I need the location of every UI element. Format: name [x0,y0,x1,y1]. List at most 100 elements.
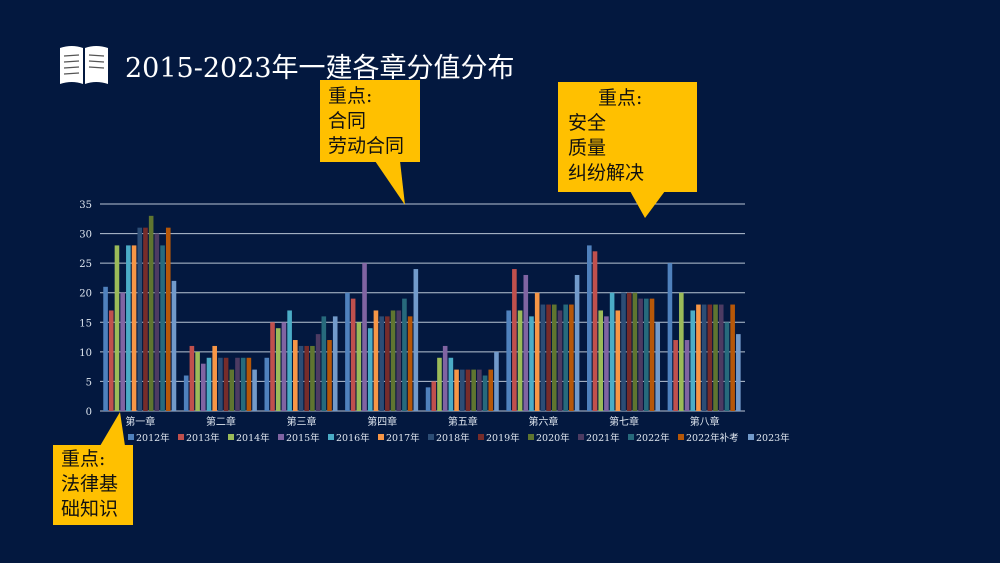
bar-2015年-第六章 [523,274,529,411]
bar-2023年-第二章 [252,369,257,411]
bar-2019年-第六章 [546,304,551,411]
callout-chapter7: 重点: 安全 质量 纠纷解决 [558,82,697,192]
bar-2022年补考-第三章 [327,340,332,411]
callout-line: 合同 [328,110,367,132]
callout-line: 劳动合同 [328,135,405,157]
bar-2020年-第三章 [310,345,315,411]
y-tick-label: 30 [79,230,92,241]
bar-2014年-第七章 [598,310,604,411]
bar-2019年-第四章 [385,316,390,411]
bar-2022年-第一章 [160,245,165,411]
legend-swatch [128,434,134,440]
x-tick-label: 第二章 [206,415,236,428]
bar-2022年-第二章 [240,357,246,411]
legend-swatch [748,434,754,440]
bar-2022年补考-第八章 [730,304,735,411]
bar-2020年-第五章 [471,369,476,411]
bar-2015年-第三章 [281,322,287,411]
legend-label: 2017年 [386,432,420,444]
bar-2014年-第一章 [114,245,120,411]
bar-2022年补考-第二章 [246,357,252,411]
bar-2013年-第六章 [512,269,517,411]
bar-2023年-第八章 [736,334,741,411]
bar-2020年-第四章 [390,310,396,411]
callout-line: 纠纷解决 [568,162,645,184]
bar-2021年-第八章 [718,304,724,411]
legend-label: 2022年补考 [686,432,739,444]
bar-2012年-第七章 [587,245,592,411]
legend-swatch [228,434,234,440]
bar-2017年-第三章 [293,340,298,411]
bar-2014年-第三章 [275,328,281,411]
x-tick-label: 第六章 [528,415,558,428]
bar-2017年-第四章 [373,310,379,411]
y-tick-label: 5 [86,377,92,388]
bar-2012年-第五章 [425,387,431,411]
y-tick-label: 20 [79,289,92,300]
bar-2022年-第五章 [482,375,488,411]
legend-label: 2019年 [486,432,520,444]
bar-2012年-第六章 [506,310,511,411]
bar-2013年-第二章 [189,345,195,411]
x-tick-label: 第七章 [609,415,639,428]
bar-2013年-第五章 [431,381,437,411]
bar-2019年-第三章 [304,345,310,411]
bar-2022年-第六章 [563,304,568,411]
bar-2020年-第七章 [632,292,638,411]
legend-swatch [328,434,334,440]
bar-2016年-第七章 [609,292,615,411]
legend-swatch [178,434,184,440]
legend-swatch [378,434,384,440]
bar-2020年-第二章 [229,369,235,411]
legend-swatch [628,434,634,440]
bar-2019年-第五章 [465,369,471,411]
bar-2015年-第四章 [362,263,367,411]
bar-2014年-第二章 [195,351,200,411]
bar-2012年-第四章 [345,292,350,411]
y-tick-label: 0 [86,407,92,418]
bar-2013年-第三章 [270,322,275,411]
callout-line: 质量 [568,137,607,159]
bar-2021年-第六章 [557,310,563,411]
callout-line: 安全 [568,112,607,134]
bar-2018年-第三章 [298,345,304,411]
bar-2021年-第一章 [154,233,160,411]
legend-label: 2012年 [136,432,170,444]
callout-line: 础知识 [61,498,119,520]
y-tick-label: 15 [79,318,92,329]
legend-label: 2023年 [756,432,790,444]
bar-2012年-第二章 [183,375,189,411]
bar-2022年补考-第七章 [649,298,655,411]
bar-2016年-第八章 [690,310,696,411]
bar-2015年-第五章 [442,345,448,411]
bar-2022年补考-第五章 [488,369,494,411]
legend-label: 2013年 [186,432,220,444]
bar-2022年-第四章 [402,298,407,411]
bar-2018年-第六章 [540,304,546,411]
bar-2017年-第二章 [212,345,217,411]
legend-label: 2015年 [286,432,320,444]
legend-swatch [578,434,584,440]
bar-2018年-第七章 [621,292,626,411]
bar-2020年-第一章 [148,215,154,411]
bar-2016年-第六章 [529,316,534,411]
bar-2017年-第一章 [131,245,137,411]
bar-2018年-第八章 [701,304,707,411]
legend-swatch [478,434,484,440]
callout-line: 重点: [328,85,373,107]
x-tick-label: 第四章 [367,415,397,428]
bar-2019年-第八章 [707,304,713,411]
bar-2017年-第七章 [615,310,621,411]
y-tick-label: 25 [79,259,92,270]
bar-2022年补考-第六章 [569,304,574,411]
x-tick-label: 第五章 [448,415,478,428]
bar-2023年-第四章 [413,269,419,411]
y-tick-label: 35 [79,200,92,211]
bar-2018年-第五章 [459,369,465,411]
callout-line: 重点: [598,87,643,109]
bar-2016年-第一章 [126,245,131,411]
bar-2021年-第三章 [315,334,321,411]
bar-2018年-第二章 [218,357,223,411]
bar-2019年-第二章 [223,357,229,411]
